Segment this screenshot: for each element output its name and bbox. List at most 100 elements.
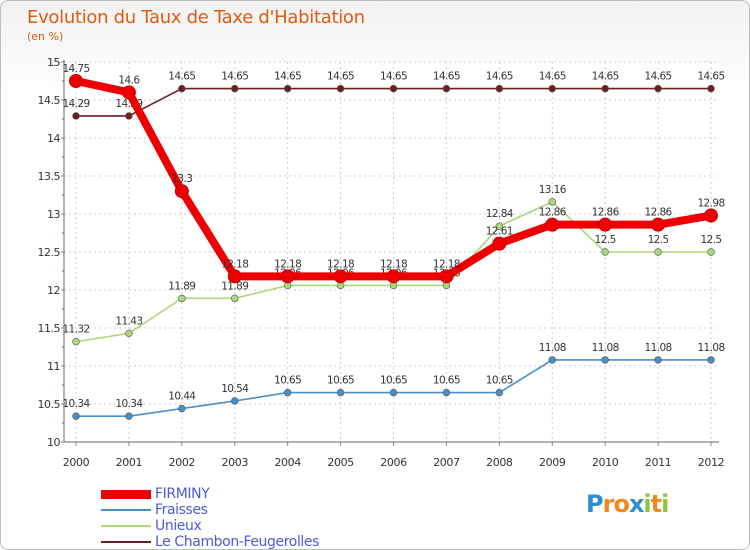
data-point-fraisses: [231, 397, 239, 405]
data-point-firminy: [121, 85, 136, 100]
data-point-fraisses: [336, 388, 345, 397]
data-label-firminy: 12.18: [327, 258, 354, 270]
x-tick-label: 2007: [433, 456, 460, 469]
data-label-firminy: 13.3: [171, 173, 192, 185]
data-point-fraisses: [283, 388, 292, 397]
data-label-firminy: 12.86: [645, 207, 673, 219]
data-point-fraisses: [654, 356, 662, 364]
data-point-le-chambon-feugerolles: [231, 84, 239, 93]
data-label-firminy: 12.98: [697, 198, 724, 210]
logo-letter: P: [586, 490, 604, 518]
data-label-firminy: 12.61: [486, 226, 513, 238]
data-point-le-chambon-feugerolles: [389, 84, 398, 93]
data-point-unieux: [72, 337, 80, 346]
x-tick-label: 2008: [486, 456, 513, 469]
data-label-unieux: 11.89: [168, 280, 195, 292]
data-point-unieux: [231, 294, 239, 303]
data-label-fraisses: 11.08: [697, 342, 724, 354]
data-point-le-chambon-feugerolles: [495, 84, 504, 93]
legend-swatch: [101, 541, 151, 543]
data-point-unieux: [654, 248, 662, 256]
y-tick-label: 15: [47, 56, 60, 69]
data-label-firminy: 12.18: [380, 258, 407, 270]
data-point-unieux: [495, 222, 504, 230]
legend-item: Le Chambon-Feugerolles: [101, 534, 320, 550]
legend-swatch: [101, 509, 151, 511]
data-label-firminy: 12.86: [592, 207, 620, 219]
data-point-firminy: [280, 269, 295, 284]
data-point-fraisses: [72, 412, 80, 420]
data-label-firminy: 12.18: [221, 258, 248, 270]
data-point-fraisses: [707, 356, 715, 364]
data-point-unieux: [125, 329, 133, 338]
data-point-le-chambon-feugerolles: [336, 84, 345, 93]
chart-subtitle: (en %): [27, 30, 64, 43]
data-label-unieux: 12.84: [486, 208, 514, 220]
data-point-unieux: [548, 198, 556, 206]
data-label-unieux: 11.43: [115, 315, 142, 327]
data-point-le-chambon-feugerolles: [548, 84, 556, 93]
data-label-unieux: 11.32: [62, 324, 89, 336]
data-point-fraisses: [601, 356, 609, 364]
proxiti-logo: Proxiti: [586, 490, 669, 518]
data-label-le-chambon-feugerolles: 14.65: [592, 71, 619, 83]
y-tick-label: 12.5: [38, 246, 61, 259]
x-tick-label: 2012: [698, 456, 724, 469]
data-label-le-chambon-feugerolles: 14.65: [168, 71, 195, 83]
x-tick-label: 2004: [274, 456, 301, 469]
chart-title: Evolution du Taux de Taxe d'Habitation: [27, 7, 365, 28]
data-label-firminy: 14.6: [118, 74, 140, 86]
y-tick-label: 13: [47, 208, 60, 221]
data-label-unieux: 13.16: [539, 184, 567, 196]
x-tick-label: 2001: [116, 456, 142, 469]
legend-item: FIRMINY: [101, 486, 319, 502]
logo-letter: x: [628, 490, 645, 518]
legend-swatch: [101, 525, 151, 527]
data-label-unieux: 12.5: [701, 234, 722, 246]
data-label-unieux: 12.5: [648, 234, 669, 246]
data-point-unieux: [178, 294, 186, 303]
data-label-le-chambon-feugerolles: 14.29: [62, 98, 89, 110]
data-label-fraisses: 11.08: [539, 342, 566, 354]
data-point-le-chambon-feugerolles: [601, 84, 609, 93]
data-point-firminy: [439, 269, 454, 284]
data-label-fraisses: 10.44: [168, 391, 196, 403]
y-tick-label: 10: [47, 436, 60, 449]
logo-letter: o: [613, 490, 629, 518]
data-label-le-chambon-feugerolles: 14.65: [697, 71, 724, 83]
y-tick-label: 11: [47, 360, 60, 373]
data-label-firminy: 12.86: [539, 207, 567, 219]
data-label-firminy: 12.18: [274, 258, 301, 270]
data-label-fraisses: 10.34: [115, 398, 143, 410]
y-tick-label: 14.5: [38, 94, 61, 107]
data-point-fraisses: [178, 404, 186, 413]
data-point-fraisses: [442, 388, 451, 397]
y-tick-label: 11.5: [38, 322, 61, 335]
legend-label: FIRMINY: [155, 486, 210, 502]
legend-item: Unieux: [101, 518, 319, 534]
legend-item: Fraisses: [101, 502, 319, 518]
legend-swatch: [101, 489, 151, 499]
logo-letter: t: [650, 490, 663, 518]
data-point-le-chambon-feugerolles: [178, 84, 186, 93]
x-tick-label: 2006: [380, 456, 407, 469]
data-point-le-chambon-feugerolles: [72, 112, 80, 120]
data-label-le-chambon-feugerolles: 14.65: [645, 71, 672, 83]
x-tick-label: 2002: [169, 456, 195, 469]
data-point-unieux: [601, 248, 609, 256]
data-point-le-chambon-feugerolles: [283, 84, 292, 93]
data-point-fraisses: [389, 388, 398, 397]
data-label-le-chambon-feugerolles: 14.65: [221, 71, 248, 83]
data-point-le-chambon-feugerolles: [442, 84, 451, 93]
legend-label: Le Chambon-Feugerolles: [155, 534, 320, 550]
data-label-unieux: 11.89: [221, 280, 248, 292]
data-point-firminy: [333, 269, 348, 284]
x-tick-label: 2005: [327, 456, 354, 469]
data-label-fraisses: 10.34: [62, 398, 90, 410]
data-point-firminy: [227, 269, 242, 284]
legend: FIRMINY Fraisses Unieux Le Chambon-Feugerol…: [101, 486, 320, 550]
data-point-fraisses: [548, 356, 556, 364]
x-tick-label: 2010: [592, 456, 619, 469]
data-label-fraisses: 10.65: [433, 375, 460, 387]
